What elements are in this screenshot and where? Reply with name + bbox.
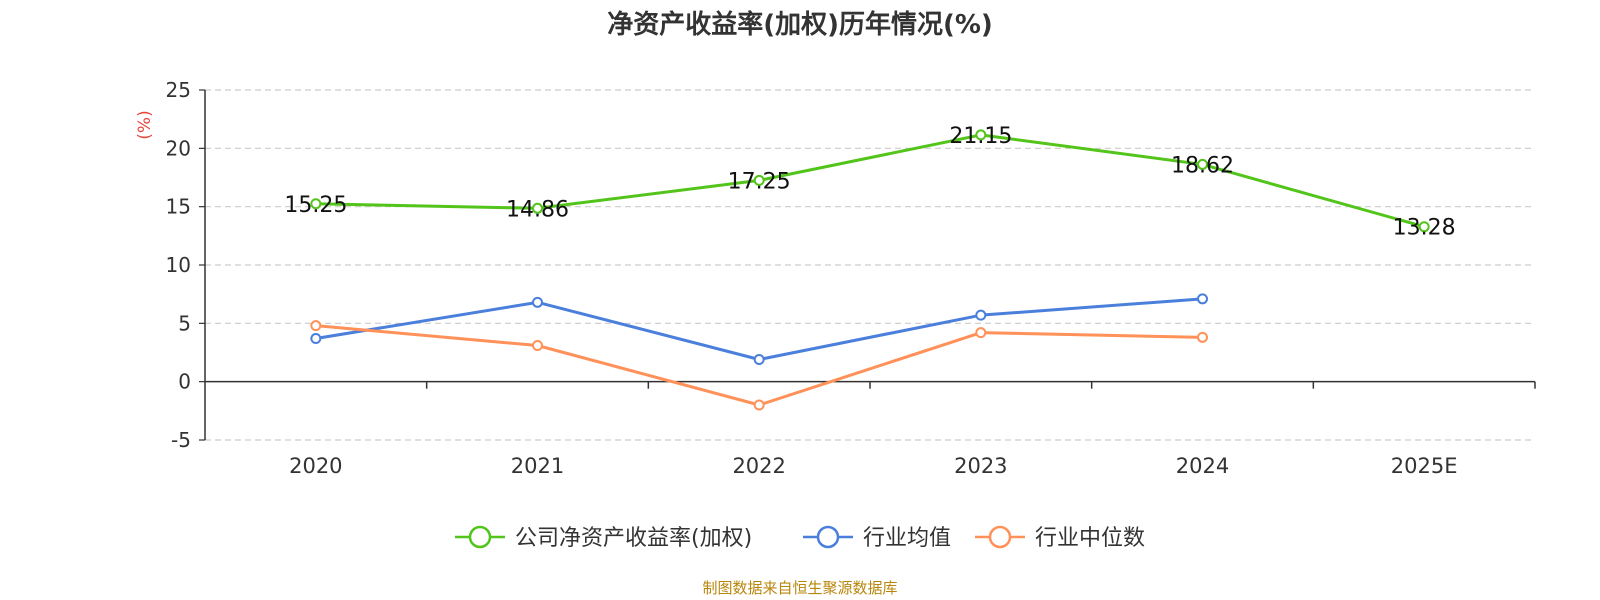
chart-title: 净资产收益率(加权)历年情况(%) [607,10,993,40]
data-point [310,198,322,210]
source-note: 制图数据来自恒生聚源数据库 [702,579,898,597]
data-label: 18.62 [1171,153,1234,178]
x-tick-label: 2021 [511,454,564,478]
series-line [315,297,1203,361]
data-point [753,354,765,365]
x-tick-label: 2025E [1391,454,1458,478]
data-label: 17.25 [728,169,791,194]
data-point [753,399,765,411]
x-tick-label: 2022 [732,454,785,478]
data-point [310,333,322,344]
data-point [310,320,322,332]
x-tick-label: 2020 [289,454,342,478]
y-tick-label: 25 [166,78,191,102]
y-tick-label: 5 [178,311,191,335]
legend-label: 行业中位数 [1035,526,1145,551]
series-line [315,133,1425,229]
data-point [975,309,987,321]
legend-marker [816,525,840,549]
y-axis-label: (%) [135,110,155,139]
y-tick-label: 10 [166,253,191,277]
data-label: 13.28 [1393,216,1456,241]
x-tick-label: 2023 [954,454,1007,478]
data-point [1197,158,1208,170]
y-tick-label: 0 [178,370,191,394]
legend-marker [468,525,492,549]
legend-label: 行业均值 [863,526,951,551]
x-tick-label: 2024 [1176,454,1229,478]
data-point [532,296,543,308]
data-label: 21.15 [949,124,1012,149]
data-point [975,129,987,141]
data-point [1197,293,1208,305]
data-label: 14.86 [506,197,569,222]
data-point [532,202,543,214]
legend-marker [988,525,1012,549]
data-point [1197,331,1208,343]
data-point [532,340,543,351]
data-point [753,174,765,186]
y-tick-label: 20 [166,136,191,160]
y-tick-label: 15 [166,195,191,219]
data-label: 15.25 [284,193,347,218]
series-line [315,324,1203,407]
legend-label: 公司净资产收益率(加权) [515,526,752,551]
data-point [1418,221,1430,233]
data-point [975,327,987,339]
y-tick-label: -5 [171,428,191,452]
